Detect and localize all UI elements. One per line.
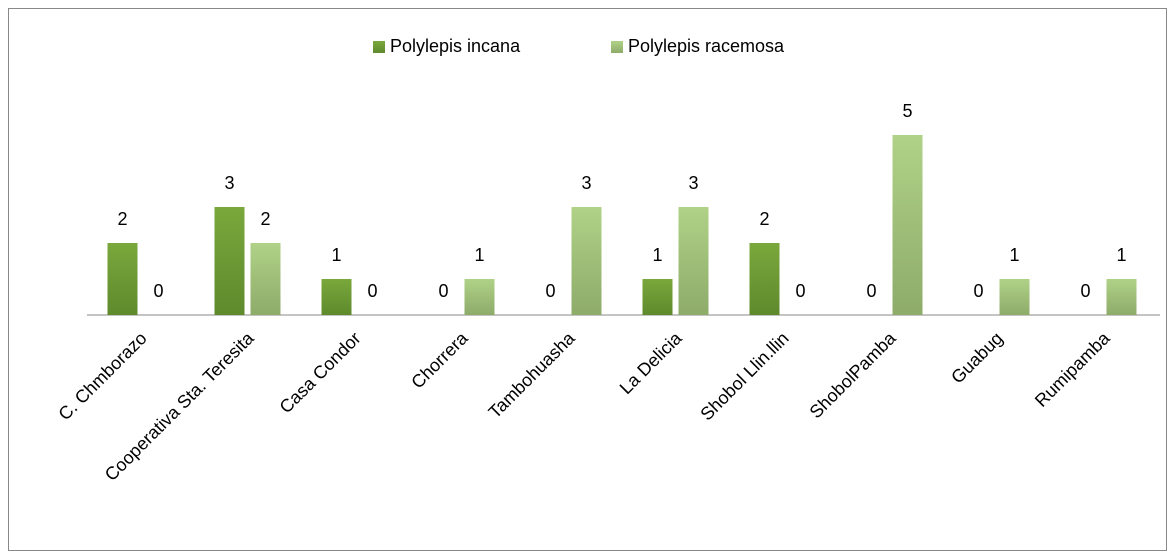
bar xyxy=(678,207,709,315)
bar xyxy=(749,243,780,315)
data-label: 5 xyxy=(902,101,912,121)
data-label: 3 xyxy=(688,173,698,193)
data-label: 2 xyxy=(759,209,769,229)
data-label: 2 xyxy=(117,209,127,229)
data-label: 0 xyxy=(438,281,448,301)
data-label: 1 xyxy=(474,245,484,265)
data-label: 0 xyxy=(973,281,983,301)
data-label: 3 xyxy=(224,173,234,193)
bar xyxy=(464,279,495,315)
data-label: 0 xyxy=(367,281,377,301)
bar xyxy=(250,243,281,315)
data-label: 1 xyxy=(1116,245,1126,265)
bar xyxy=(107,243,138,315)
data-label: 0 xyxy=(153,281,163,301)
legend-swatch xyxy=(611,41,623,53)
bar xyxy=(214,207,245,315)
data-label: 2 xyxy=(260,209,270,229)
data-label: 0 xyxy=(866,281,876,301)
data-label: 1 xyxy=(652,245,662,265)
legend-label: Polylepis racemosa xyxy=(628,36,785,56)
data-label: 0 xyxy=(545,281,555,301)
data-label: 0 xyxy=(1080,281,1090,301)
bar xyxy=(642,279,673,315)
data-label: 0 xyxy=(795,281,805,301)
data-label: 1 xyxy=(1009,245,1019,265)
bar xyxy=(571,207,602,315)
bar xyxy=(892,135,923,315)
data-label: 3 xyxy=(581,173,591,193)
bar xyxy=(999,279,1030,315)
data-label: 1 xyxy=(331,245,341,265)
legend-swatch xyxy=(373,41,385,53)
legend-label: Polylepis incana xyxy=(390,36,521,56)
bar xyxy=(1106,279,1137,315)
bar xyxy=(321,279,352,315)
